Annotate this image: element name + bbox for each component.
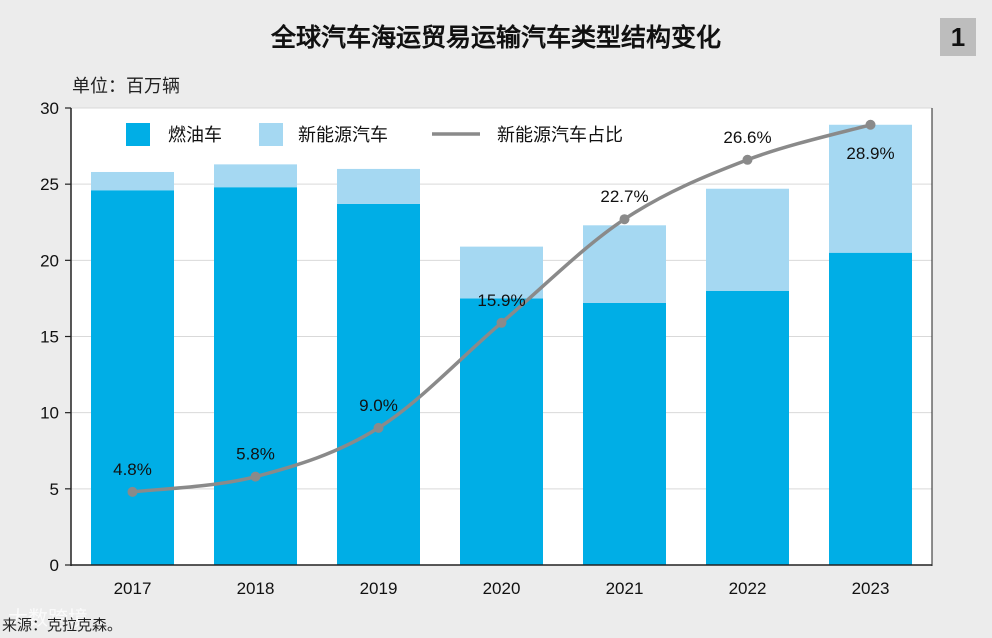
x-tick-label: 2023 [852, 579, 890, 598]
x-tick-label: 2021 [606, 579, 644, 598]
bar-nev-2017 [91, 171, 174, 191]
share-data-label: 26.6% [723, 128, 771, 147]
x-tick-label: 2017 [114, 579, 152, 598]
share-data-label: 28.9% [846, 144, 894, 163]
legend-label-fuel: 燃油车 [168, 125, 222, 146]
share-data-label: 9.0% [359, 396, 398, 415]
y-tick-label: 0 [50, 556, 59, 575]
bar-fuel-2019 [337, 203, 420, 565]
share-point-2019 [373, 422, 384, 433]
share-data-label: 4.8% [113, 460, 152, 479]
share-point-2022 [742, 154, 753, 165]
bar-nev-2020 [460, 246, 543, 299]
share-point-2021 [619, 214, 630, 225]
bar-nev-2019 [337, 168, 420, 204]
x-axis-ticks: 2017 2018 2019 2020 2021 2022 2023 [114, 579, 890, 598]
x-tick-label: 2022 [729, 579, 767, 598]
y-tick-label: 20 [40, 251, 59, 270]
share-point-2023 [865, 119, 876, 130]
x-tick-label: 2020 [483, 579, 521, 598]
share-point-2017 [127, 486, 138, 497]
unit-label: 单位：百万辆 [72, 76, 180, 97]
bar-nev-2022 [706, 188, 789, 291]
x-tick-label: 2018 [237, 579, 275, 598]
bar-fuel-2017 [91, 190, 174, 565]
source-note: 来源：克拉克森。 [2, 616, 123, 634]
share-point-2018 [250, 471, 261, 482]
bar-nev-2023 [829, 124, 912, 253]
legend-swatch-fuel [126, 123, 150, 146]
y-tick-label: 15 [40, 328, 59, 347]
bar-fuel-2023 [829, 252, 912, 565]
legend-label-nev: 新能源汽车 [298, 125, 388, 146]
legend: 燃油车 新能源汽车 新能源汽车占比 [126, 123, 623, 146]
share-line: 4.8% 5.8% 9.0% 15.9% 22.7% 26.6% 28.9% [113, 119, 895, 497]
figure-number-badge: 1 [940, 18, 976, 56]
x-tick-label: 2019 [360, 579, 398, 598]
legend-label-share: 新能源汽车占比 [497, 125, 623, 146]
y-tick-label: 30 [40, 99, 59, 118]
bar-nev-2018 [214, 164, 297, 188]
bar-fuel-2018 [214, 187, 297, 566]
share-data-label: 15.9% [477, 291, 525, 310]
bar-fuel-2022 [706, 290, 789, 565]
y-tick-label: 5 [50, 480, 59, 499]
share-data-label: 22.7% [600, 187, 648, 206]
share-data-label: 5.8% [236, 445, 275, 464]
bar-fuel-2020 [460, 298, 543, 565]
y-tick-label: 10 [40, 404, 59, 423]
legend-swatch-nev [259, 123, 283, 146]
share-point-2020 [496, 317, 507, 328]
y-tick-label: 25 [40, 175, 59, 194]
bar-nev-2021 [583, 225, 666, 303]
page-title: 全球汽车海运贸易运输汽车类型结构变化 [270, 23, 721, 52]
bar-fuel-2021 [583, 302, 666, 565]
bars [91, 124, 912, 566]
y-axis-ticks: 0 5 10 15 20 25 30 [40, 99, 71, 575]
